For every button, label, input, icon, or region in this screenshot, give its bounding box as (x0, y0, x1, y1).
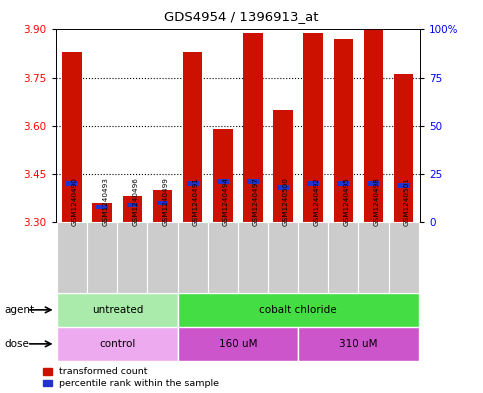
Text: GSM1240493: GSM1240493 (102, 177, 108, 226)
Text: GSM1240492: GSM1240492 (313, 177, 319, 226)
Bar (208, 222, 238, 293)
Bar (57, 293, 178, 327)
Bar (178, 327, 298, 361)
Text: GSM1240496: GSM1240496 (132, 177, 139, 226)
Bar (268, 222, 298, 293)
Bar (62, 52, 82, 222)
Bar (187, 182, 199, 185)
Text: GSM1240490: GSM1240490 (72, 177, 78, 226)
Bar (97, 204, 108, 209)
Bar (298, 327, 419, 361)
Text: 160 uM: 160 uM (219, 339, 257, 349)
Bar (178, 222, 208, 293)
Bar (338, 182, 349, 185)
Text: GSM1240501: GSM1240501 (404, 177, 410, 226)
Bar (398, 184, 410, 187)
Bar (303, 33, 323, 222)
Bar (334, 39, 353, 222)
Text: dose: dose (5, 339, 30, 349)
Bar (243, 33, 263, 222)
Bar (153, 190, 172, 222)
Bar (217, 180, 228, 184)
Bar (117, 222, 147, 293)
Bar (368, 182, 379, 185)
Bar (277, 185, 289, 189)
Bar (358, 222, 388, 293)
Text: GSM1240494: GSM1240494 (223, 177, 229, 226)
Bar (247, 180, 259, 184)
Text: 310 uM: 310 uM (339, 339, 378, 349)
Bar (57, 327, 178, 361)
Bar (156, 201, 169, 205)
Text: GSM1240495: GSM1240495 (343, 177, 349, 226)
Bar (273, 110, 293, 222)
Bar (213, 129, 233, 222)
Bar (298, 222, 328, 293)
Text: cobalt chloride: cobalt chloride (259, 305, 337, 315)
Bar (123, 196, 142, 222)
Text: GSM1240491: GSM1240491 (193, 177, 199, 226)
Legend: transformed count, percentile rank within the sample: transformed count, percentile rank withi… (43, 367, 219, 388)
Bar (178, 293, 419, 327)
Bar (307, 182, 319, 185)
Bar (364, 29, 384, 222)
Bar (394, 74, 413, 222)
Bar (92, 203, 112, 222)
Bar (87, 222, 117, 293)
Text: agent: agent (5, 305, 35, 315)
Text: untreated: untreated (92, 305, 143, 315)
Bar (238, 222, 268, 293)
Bar (183, 52, 202, 222)
Text: GSM1240498: GSM1240498 (373, 177, 380, 226)
Text: GSM1240497: GSM1240497 (253, 177, 259, 226)
Text: GSM1240499: GSM1240499 (163, 177, 169, 226)
Text: GDS4954 / 1396913_at: GDS4954 / 1396913_at (164, 10, 319, 23)
Bar (328, 222, 358, 293)
Bar (66, 182, 78, 185)
Text: GSM1240500: GSM1240500 (283, 177, 289, 226)
Bar (388, 222, 419, 293)
Text: control: control (99, 339, 136, 349)
Bar (57, 222, 87, 293)
Bar (147, 222, 178, 293)
Bar (127, 203, 138, 207)
